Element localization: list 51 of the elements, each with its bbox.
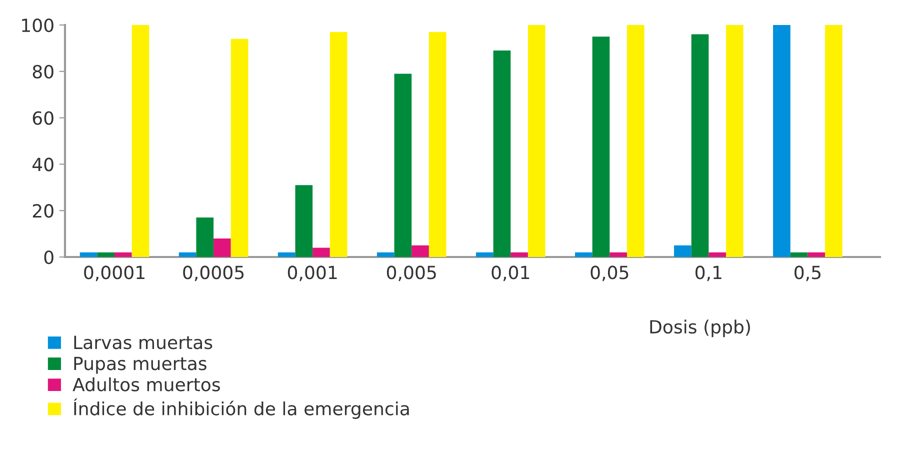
bar — [726, 25, 744, 257]
bar — [230, 38, 248, 257]
x-tick-label: 0,0001 — [84, 266, 144, 282]
bar — [808, 252, 826, 257]
bar — [295, 185, 313, 257]
bar — [312, 248, 330, 257]
bar — [114, 252, 132, 257]
legend-label: Pupas muertas — [74, 356, 206, 374]
bar — [132, 25, 150, 257]
x-tick-label: 0,005 — [386, 266, 436, 282]
bar — [691, 34, 709, 257]
bar — [493, 50, 511, 257]
legend-label: Adultos muertos — [72, 377, 220, 392]
y-tick-label: 20 — [32, 204, 54, 218]
bar — [528, 25, 546, 257]
bar — [510, 252, 528, 257]
bar — [80, 252, 98, 257]
bar — [376, 252, 394, 257]
bar — [330, 32, 348, 257]
legend-label: Larvas muertas — [74, 336, 212, 350]
x-tick-label: 0,1 — [696, 266, 722, 282]
y-tick-label: 100 — [22, 18, 54, 32]
bar — [773, 25, 790, 257]
bar — [610, 252, 627, 257]
bar — [196, 218, 214, 257]
x-tick-label: 0,0005 — [183, 266, 244, 282]
y-tick-label: 80 — [32, 64, 54, 79]
bar — [428, 32, 446, 257]
bar — [708, 252, 726, 257]
y-tick-label: 60 — [32, 111, 54, 125]
bar — [214, 238, 231, 257]
bar — [626, 25, 644, 257]
bar — [97, 252, 115, 257]
y-tick-label: 40 — [32, 158, 54, 172]
bar — [790, 252, 808, 257]
x-tick-label: 0,5 — [794, 266, 820, 282]
bar — [394, 74, 412, 257]
bar — [178, 252, 196, 257]
x-tick-label: 0,001 — [288, 266, 337, 282]
bar — [592, 36, 610, 257]
y-tick-label: 0 — [44, 250, 54, 264]
x-tick-label: 0,01 — [492, 266, 530, 282]
bar — [825, 25, 842, 257]
bar — [278, 252, 296, 257]
x-axis-title: Dosis (ppb) — [650, 320, 750, 338]
legend-label: Índice de inhibición de la emergencia — [74, 398, 409, 419]
bar — [674, 245, 692, 257]
bar — [476, 252, 494, 257]
x-tick-label: 0,05 — [590, 266, 628, 282]
bar — [574, 252, 592, 257]
bar — [412, 245, 429, 257]
